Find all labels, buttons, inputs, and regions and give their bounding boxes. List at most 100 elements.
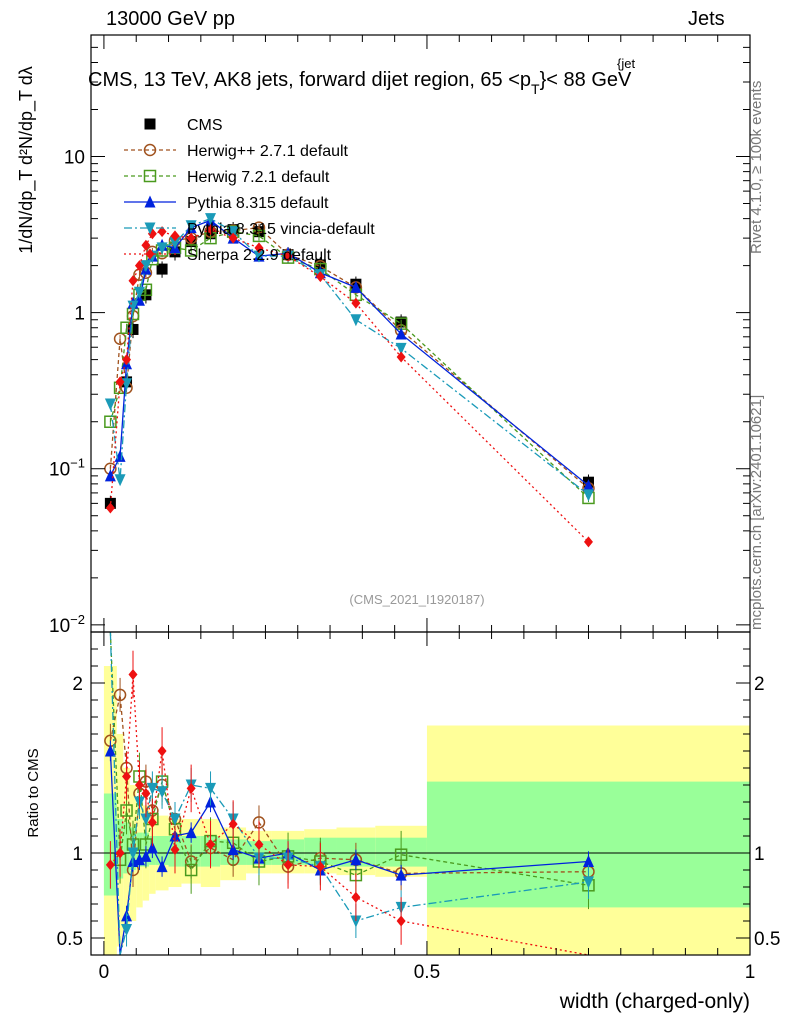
legend-marker-4 <box>144 222 156 235</box>
ratio-point-pythia-8-315-vincia-default-5 <box>140 813 152 826</box>
mc-curves <box>104 213 595 956</box>
main-point-pythia-8-315-vincia-default-15 <box>350 314 362 327</box>
ratio-tick-label: 1 <box>72 844 83 865</box>
legend-marker-2 <box>143 169 157 183</box>
y-tick-label: 10 <box>64 147 85 168</box>
ratio-point-herwig-7-2-1-default-16 <box>394 848 408 861</box>
legend-entry-4: Pythia 8.315 vincia-default <box>124 221 375 238</box>
main-point-sherpa-2-2-9-default-4 <box>134 260 144 272</box>
ratio-point-sherpa-2-2-9-default-5 <box>141 788 151 799</box>
main-point-sherpa-2-2-9-default-13 <box>283 250 293 262</box>
legend-marker-0 <box>144 118 156 130</box>
ratio-point-sherpa-2-2-9-default-13 <box>283 859 293 871</box>
analysis-tag: (CMS_2021_I1920187) <box>349 592 484 607</box>
header-left-label: 13000 GeV pp <box>106 8 235 30</box>
ratio-point-pythia-8-315-default-0 <box>104 744 116 757</box>
main-line-pythia-8-315-default <box>109 219 589 487</box>
legend-entry-1: Herwig++ 2.7.1 default <box>124 143 349 160</box>
main-line-sherpa-2-2-9-default <box>109 228 589 543</box>
main-point-herwig-7-2-1-default-2 <box>120 321 133 334</box>
ratio-point-sherpa-2-2-9-default-0 <box>105 859 115 871</box>
ratio-point-sherpa-2-2-9-default-8 <box>170 844 180 856</box>
main-point-cms-4 <box>156 263 168 275</box>
ratio-point-pythia-8-315-default-11 <box>227 843 239 856</box>
main-point-herwig-7-2-1-default-0 <box>104 415 117 428</box>
main-point-sherpa-2-2-9-default-15 <box>351 297 361 309</box>
legend-entry-2: Herwig 7.2.1 default <box>124 169 330 186</box>
ratio-point-sherpa-2-2-9-default-10 <box>206 839 216 850</box>
main-point-pythia-8-315-vincia-default-4 <box>133 286 145 299</box>
main-point-pythia-8-315-vincia-default-16 <box>395 342 407 355</box>
ratio-point-pythia-8-315-vincia-default-3 <box>127 847 139 860</box>
main-point-pythia-8-315-vincia-default-9 <box>185 220 197 233</box>
legend-entry-3: Pythia 8.315 default <box>124 195 329 212</box>
legend-entry-5: Sherpa 2.2.9 default <box>124 247 332 264</box>
ratio-tick-label-right: 1 <box>754 844 765 865</box>
ratio-point-sherpa-2-2-9-default-15 <box>351 891 361 903</box>
chart-title-superscript: {jet <box>617 56 635 71</box>
ratio-point-sherpa-2-2-9-default-1 <box>115 847 125 859</box>
ratio-point-pythia-8-315-vincia-default-6 <box>146 782 158 795</box>
axis-labels: CMS, 13 TeV, AK8 jets, forward dijet reg… <box>16 56 750 1013</box>
main-line-pythia-8-315-vincia-default <box>109 217 589 496</box>
x-tick-label: 0.5 <box>414 962 440 983</box>
main-point-pythia-8-315-default-17 <box>582 479 594 492</box>
main-point-pythia-8-315-vincia-default-17 <box>582 489 594 502</box>
y-tick-label: 1 <box>74 304 85 325</box>
x-tick-label: 1 <box>745 962 756 983</box>
ratio-point-sherpa-2-2-9-default-2 <box>122 771 132 782</box>
main-point-sherpa-2-2-9-default-11 <box>228 232 238 244</box>
uncertainty-bands <box>91 666 750 955</box>
main-point-herwig-7-2-1-default-12 <box>252 229 266 243</box>
ratio-point-herwig-2-7-1-default-1 <box>113 688 127 702</box>
ratio-point-sherpa-2-2-9-default-9 <box>186 782 196 794</box>
header-right-label: Jets <box>688 8 725 30</box>
main-point-pythia-8-315-vincia-default-10 <box>205 213 217 226</box>
ratio-point-pythia-8-315-vincia-default-7 <box>156 786 168 799</box>
legend-label-1: Herwig++ 2.7.1 default <box>187 143 349 160</box>
ratio-point-pythia-8-315-default-15 <box>350 853 362 866</box>
main-point-pythia-8-315-vincia-default-12 <box>253 250 265 263</box>
x-tick-label: 0 <box>99 962 110 983</box>
main-point-pythia-8-315-vincia-default-7 <box>156 242 168 255</box>
ratio-y-axis-label: Ratio to CMS <box>25 748 42 837</box>
legend-label-5: Sherpa 2.2.9 default <box>187 247 332 264</box>
main-point-sherpa-2-2-9-default-14 <box>315 271 325 283</box>
main-point-sherpa-2-2-9-default-3 <box>128 275 138 287</box>
ratio-tick-label: 2 <box>72 674 83 695</box>
ratio-point-pythia-8-315-vincia-default-15 <box>350 915 362 928</box>
ratio-point-pythia-8-315-default-17 <box>582 855 594 867</box>
ratio-point-pythia-8-315-default-6 <box>146 841 158 854</box>
ratio-tick-label-right: 0.5 <box>754 929 780 950</box>
main-line-herwig-2-7-1-default <box>109 226 589 489</box>
ratio-point-pythia-8-315-vincia-default-10 <box>205 782 217 795</box>
y-tick-label: 10−1 <box>49 456 85 481</box>
main-point-pythia-8-315-default-16 <box>395 327 407 340</box>
main-point-pythia-8-315-default-15 <box>350 280 362 293</box>
main-point-pythia-8-315-default-0 <box>104 469 116 482</box>
legend-label-3: Pythia 8.315 default <box>187 195 329 212</box>
ratio-point-pythia-8-315-default-16 <box>395 868 407 881</box>
ratio-point-sherpa-2-2-9-default-12 <box>254 839 264 850</box>
ratio-point-pythia-8-315-default-5 <box>140 849 152 862</box>
main-point-pythia-8-315-vincia-default-1 <box>114 474 126 487</box>
legend-marker-3 <box>144 195 156 208</box>
main-point-pythia-8-315-vincia-default-5 <box>140 260 152 273</box>
legend-label-4: Pythia 8.315 vincia-default <box>187 221 375 238</box>
main-line-herwig-7-2-1-default <box>109 230 589 499</box>
main-point-sherpa-2-2-9-default-10 <box>206 224 216 236</box>
band-inner-2 <box>123 822 130 874</box>
ratio-point-pythia-8-315-vincia-default-2 <box>121 924 133 936</box>
main-point-sherpa-2-2-9-default-8 <box>170 230 180 242</box>
legend-label-2: Herwig 7.2.1 default <box>187 169 330 186</box>
ratio-point-sherpa-2-2-9-default-14 <box>315 861 325 873</box>
legend-entry-0: CMS <box>144 117 223 134</box>
main-point-sherpa-2-2-9-default-12 <box>254 242 264 254</box>
main-point-pythia-8-315-vincia-default-8 <box>169 237 181 250</box>
ratio-point-sherpa-2-2-9-default-11 <box>228 818 238 830</box>
ratio-point-sherpa-2-2-9-default-16 <box>396 915 406 927</box>
ratio-point-herwig-7-2-1-default-2 <box>120 804 133 817</box>
ratio-point-sherpa-2-2-9-default-4 <box>134 779 144 791</box>
y-axis-label: 1/dN/dp_T d²N/dp_T dλ <box>16 66 37 253</box>
ratio-point-pythia-8-315-default-9 <box>185 826 197 839</box>
